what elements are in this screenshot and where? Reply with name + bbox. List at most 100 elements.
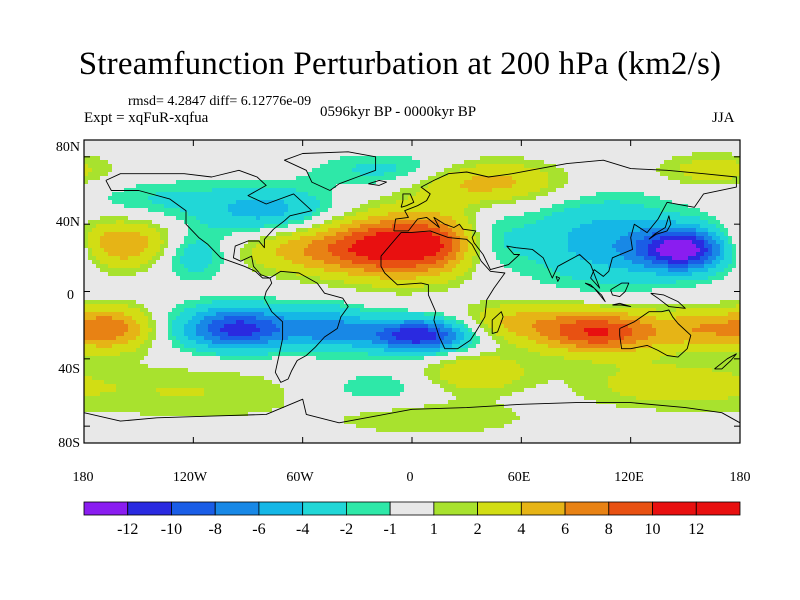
field-cell (136, 196, 141, 201)
field-cell (700, 232, 705, 237)
field-cell (208, 240, 213, 245)
field-cell (496, 180, 501, 185)
field-cell (448, 184, 453, 189)
field-cell (472, 188, 477, 193)
field-cell (368, 224, 373, 229)
field-cell (340, 168, 345, 173)
field-cell (160, 192, 165, 197)
field-cell (720, 212, 725, 217)
field-cell (644, 252, 649, 257)
field-cell (724, 192, 729, 197)
field-cell (152, 220, 157, 225)
field-cell (596, 236, 601, 241)
field-cell (636, 144, 641, 149)
field-cell (688, 152, 693, 157)
field-cell (328, 208, 333, 213)
field-cell (648, 168, 653, 173)
field-cell (648, 200, 653, 205)
field-cell (536, 220, 541, 225)
field-cell (576, 196, 581, 201)
field-cell (588, 140, 593, 145)
field-cell (568, 172, 573, 177)
field-cell (596, 140, 601, 145)
field-cell (560, 156, 565, 161)
field-cell (336, 232, 341, 237)
field-cell (584, 248, 589, 253)
field-cell (212, 260, 217, 265)
field-cell (176, 156, 181, 161)
field-cell (92, 184, 97, 189)
field-cell (124, 164, 129, 169)
field-cell (212, 244, 217, 249)
field-cell (324, 148, 329, 153)
field-cell (424, 248, 429, 253)
field-cell (428, 216, 433, 221)
field-cell (672, 212, 677, 217)
field-cell (692, 152, 697, 157)
field-cell (356, 232, 361, 237)
field-cell (452, 212, 457, 217)
field-cell (168, 160, 173, 165)
field-cell (704, 252, 709, 257)
field-cell (176, 168, 181, 173)
field-cell (192, 200, 197, 205)
field-cell (664, 188, 669, 193)
field-cell (96, 224, 101, 229)
field-cell (296, 200, 301, 205)
field-cell (116, 184, 121, 189)
field-cell (532, 216, 537, 221)
field-cell (180, 148, 185, 153)
field-cell (276, 204, 281, 209)
field-cell (116, 240, 121, 245)
field-cell (276, 224, 281, 229)
field-cell (124, 232, 129, 237)
field-cell (272, 196, 277, 201)
field-cell (588, 248, 593, 253)
field-cell (472, 204, 477, 209)
field-cell (360, 196, 365, 201)
field-cell (616, 192, 621, 197)
field-cell (368, 260, 373, 265)
field-cell (308, 232, 313, 237)
field-cell (588, 240, 593, 245)
field-cell (636, 180, 641, 185)
field-cell (228, 144, 233, 149)
field-cell (340, 196, 345, 201)
field-cell (572, 144, 577, 149)
field-cell (244, 232, 249, 237)
field-cell (580, 140, 585, 145)
field-cell (676, 248, 681, 253)
field-cell (280, 144, 285, 149)
field-cell (460, 256, 465, 261)
field-cell (504, 192, 509, 197)
field-cell (448, 192, 453, 197)
field-cell (584, 208, 589, 213)
field-cell (516, 192, 521, 197)
field-cell (340, 188, 345, 193)
field-cell (664, 256, 669, 261)
field-cell (480, 168, 485, 173)
field-cell (644, 148, 649, 153)
field-cell (524, 248, 529, 253)
field-cell (228, 152, 233, 157)
field-cell (516, 140, 521, 145)
field-cell (276, 212, 281, 217)
field-cell (312, 244, 317, 249)
field-cell (188, 168, 193, 173)
field-cell (504, 180, 509, 185)
field-cell (280, 240, 285, 245)
field-cell (252, 148, 257, 153)
field-cell (520, 168, 525, 173)
field-cell (196, 168, 201, 173)
field-cell (204, 172, 209, 177)
field-cell (736, 232, 741, 237)
field-cell (128, 200, 133, 205)
field-cell (260, 244, 265, 249)
field-cell (572, 164, 577, 169)
field-cell (300, 168, 305, 173)
field-cell (488, 228, 493, 233)
field-cell (92, 256, 97, 261)
field-cell (404, 164, 409, 169)
field-cell (264, 176, 269, 181)
field-cell (276, 244, 281, 249)
